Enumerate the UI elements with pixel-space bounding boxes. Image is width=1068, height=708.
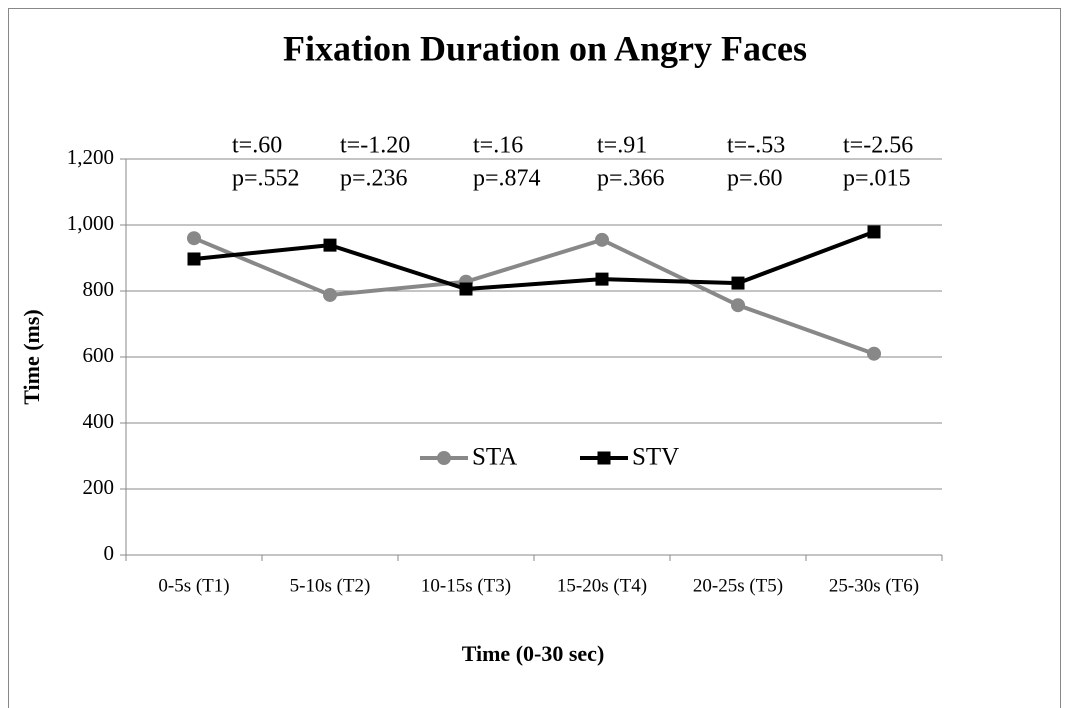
y-tick-label: 800: [83, 277, 115, 301]
marker: [595, 272, 609, 286]
x-tick-label: 0-5s (T1): [158, 575, 229, 596]
y-tick-label: 1,200: [67, 145, 114, 169]
x-tick-label: 5-10s (T2): [290, 575, 371, 596]
marker: [187, 231, 201, 246]
x-tick-label: 10-15s (T3): [421, 575, 511, 596]
annotation-t: t=-1.20: [340, 133, 410, 159]
x-tick-label: 20-25s (T5): [693, 575, 783, 596]
marker: [323, 238, 337, 252]
y-tick-label: 600: [83, 343, 115, 367]
chart-frame: [8, 8, 1061, 708]
y-tick-label: 0: [104, 541, 115, 565]
legend-marker: [437, 451, 451, 465]
marker: [867, 225, 881, 239]
annotation-t: t=.91: [597, 133, 647, 159]
annotation-t: t=.16: [473, 133, 523, 159]
annotation-t: t=-2.56: [843, 133, 913, 159]
annotation-t: t=.60: [232, 133, 282, 159]
y-tick-label: 400: [83, 409, 115, 433]
x-tick-label: 15-20s (T4): [557, 575, 647, 596]
y-axis-title: Time (ms): [19, 309, 44, 405]
legend-label: STA: [472, 444, 517, 471]
marker: [595, 232, 609, 247]
annotation-p: p=.552: [232, 166, 300, 192]
annotation-p: p=.366: [597, 166, 665, 192]
legend-marker: [597, 451, 611, 465]
marker: [323, 287, 337, 302]
annotation-p: p=.015: [843, 166, 911, 192]
marker: [731, 298, 745, 313]
annotation-p: p=.874: [473, 166, 541, 192]
chart-title: Fixation Duration on Angry Faces: [283, 28, 807, 68]
marker: [731, 276, 745, 290]
annotation-t: t=-.53: [727, 133, 785, 159]
series-line: [193, 230, 875, 292]
series-line: [193, 236, 875, 356]
x-tick-label: 25-30s (T6): [829, 575, 919, 596]
marker: [459, 282, 473, 296]
y-tick-label: 200: [83, 475, 115, 499]
annotation-p: p=.60: [727, 166, 783, 192]
y-tick-label: 1,000: [67, 211, 114, 235]
legend-label: STV: [632, 444, 679, 471]
marker: [867, 346, 881, 361]
marker: [187, 252, 201, 266]
x-axis-title: Time (0-30 sec): [462, 641, 605, 666]
annotation-p: p=.236: [340, 166, 408, 192]
